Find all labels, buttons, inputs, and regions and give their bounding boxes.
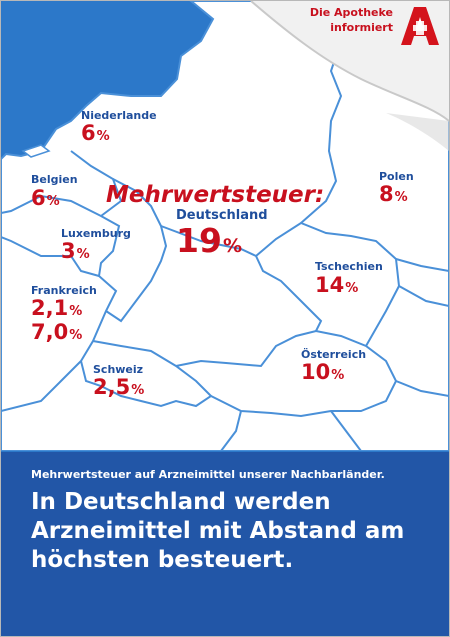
- rate-niederlande: 6%: [81, 123, 110, 144]
- rate-frankreich-2-unit: %: [69, 328, 83, 343]
- rate-frankreich-2-value: 7,0: [31, 320, 69, 344]
- rate-deutschland-value: 19: [176, 221, 222, 260]
- rate-tschechien-unit: %: [345, 281, 359, 296]
- rate-niederlande-unit: %: [96, 129, 110, 144]
- rate-frankreich-1: 2,1%: [31, 298, 82, 319]
- rate-luxemburg-value: 3: [61, 239, 76, 263]
- footer-banner: Mehrwertsteuer auf Arzneimittel unserer …: [1, 452, 449, 636]
- rate-schweiz-value: 2,5: [93, 375, 131, 399]
- apotheke-a-logo: [401, 7, 439, 45]
- label-tschechien: Tschechien: [315, 260, 383, 273]
- rate-tschechien-value: 14: [315, 273, 345, 297]
- rate-schweiz: 2,5%: [93, 377, 144, 398]
- label-schweiz: Schweiz: [93, 363, 144, 376]
- label-belgien: Belgien: [31, 173, 78, 186]
- rate-polen: 8%: [379, 184, 408, 205]
- label-oesterreich: Österreich: [301, 348, 367, 361]
- rate-frankreich-1-unit: %: [69, 304, 83, 319]
- rate-polen-unit: %: [394, 190, 408, 205]
- rate-oesterreich: 10%: [301, 362, 344, 383]
- rate-niederlande-value: 6: [81, 121, 96, 145]
- badge-line-1: Die Apotheke: [309, 6, 393, 19]
- rate-oesterreich-unit: %: [331, 368, 345, 383]
- label-frankreich: Frankreich: [31, 284, 97, 297]
- land-mass: [1, 1, 449, 451]
- footer-subtitle: Mehrwertsteuer auf Arzneimittel unserer …: [31, 468, 385, 481]
- label-luxemburg: Luxemburg: [61, 227, 131, 240]
- rate-schweiz-unit: %: [131, 383, 145, 398]
- footer-headline: In Deutschland werden Arzneimittel mit A…: [31, 489, 405, 573]
- label-niederlande: Niederlande: [81, 109, 157, 122]
- rate-luxemburg: 3%: [61, 241, 90, 262]
- rate-polen-value: 8: [379, 182, 394, 206]
- rate-deutschland-unit: %: [222, 235, 242, 257]
- rate-tschechien: 14%: [315, 275, 358, 296]
- page-curl: [251, 1, 449, 121]
- label-polen: Polen: [379, 170, 414, 183]
- rate-luxemburg-unit: %: [76, 247, 90, 262]
- badge-text: Die Apotheke informiert: [301, 5, 393, 35]
- label-deutschland: Deutschland: [176, 208, 268, 223]
- rate-oesterreich-value: 10: [301, 360, 331, 384]
- vat-heading: Mehrwertsteuer:: [106, 182, 325, 208]
- rate-frankreich-2: 7,0%: [31, 322, 82, 343]
- rate-belgien-value: 6: [31, 186, 46, 210]
- rate-frankreich-1-value: 2,1: [31, 296, 69, 320]
- map-background: [1, 1, 449, 451]
- badge-line-2: informiert: [330, 21, 393, 34]
- country-borders: [1, 1, 449, 451]
- rate-belgien-unit: %: [46, 194, 60, 209]
- rate-deutschland: 19%: [176, 224, 242, 257]
- rate-belgien: 6%: [31, 188, 60, 209]
